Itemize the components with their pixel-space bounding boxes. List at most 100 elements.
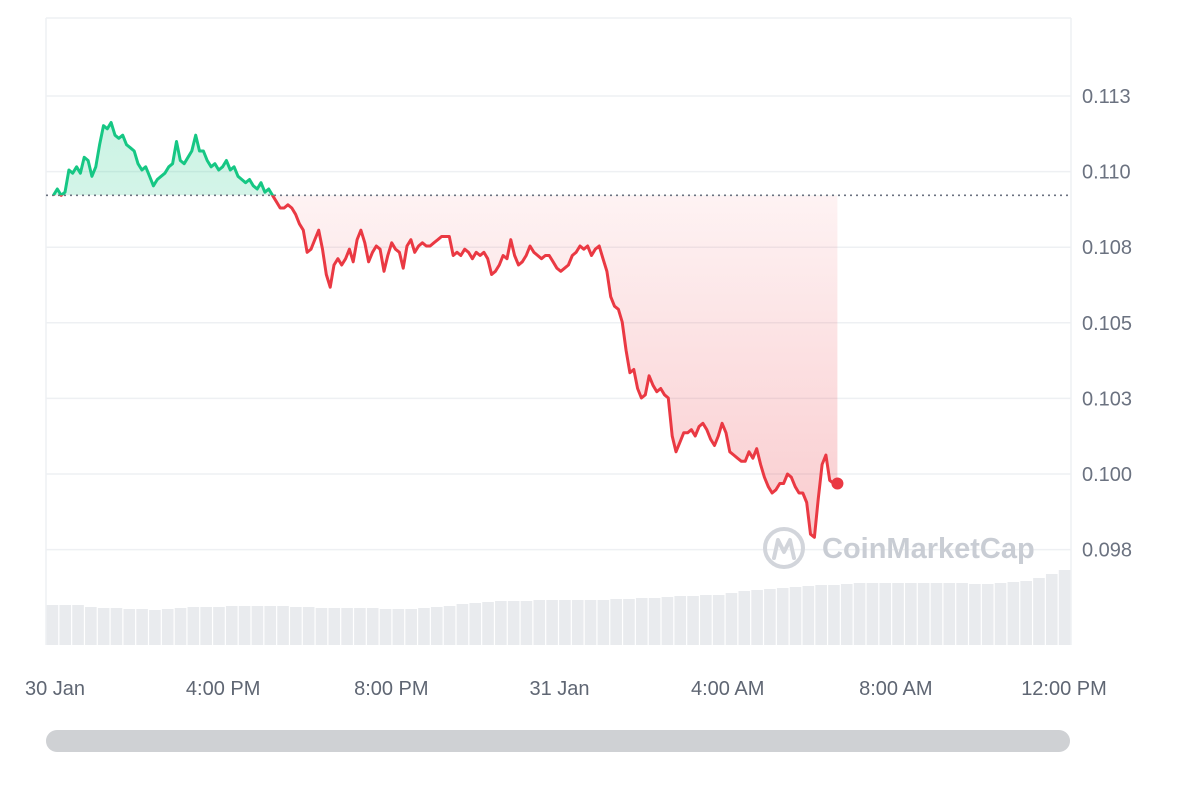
- volume-bar: [290, 607, 302, 645]
- volume-bar: [366, 608, 379, 645]
- volume-bar: [200, 607, 212, 645]
- x-tick-label: 31 Jan: [529, 678, 589, 700]
- watermark-text: CoinMarketCap: [822, 533, 1035, 565]
- last-price-marker: [831, 477, 844, 490]
- x-tick-label: 4:00 PM: [186, 678, 260, 700]
- volume-bar: [687, 596, 699, 645]
- volume-bar: [456, 604, 469, 645]
- price-chart: CoinMarketCap 0.113 0.110 0.108 0.105 0.103 0…: [25, 17, 1132, 700]
- x-tick-label: 8:00 PM: [354, 678, 428, 700]
- volume-bar: [635, 598, 648, 645]
- volume-bar: [584, 600, 597, 645]
- y-tick-label: 0.108: [1082, 237, 1132, 259]
- volume-bar: [981, 584, 994, 645]
- volume-bar: [917, 583, 930, 645]
- volume-bar: [559, 600, 571, 645]
- volume-bar: [469, 603, 482, 645]
- volume-bar: [597, 600, 610, 645]
- volume-bar: [994, 583, 1007, 645]
- y-axis: 0.113 0.110 0.108 0.105 0.103 0.100 0.098: [1082, 86, 1132, 562]
- volume-bar: [700, 595, 712, 645]
- volume-bar: [187, 607, 200, 645]
- y-tick-label: 0.113: [1082, 86, 1131, 108]
- volume-bar: [507, 601, 520, 645]
- volume-bar: [341, 608, 353, 645]
- volume-bar: [956, 583, 968, 645]
- volume-bar: [840, 584, 853, 645]
- volume-bar: [571, 600, 584, 645]
- y-tick-label: 0.098: [1082, 540, 1132, 562]
- volume-bar: [302, 607, 315, 645]
- volume-bar: [405, 609, 417, 645]
- volume-bar: [866, 583, 879, 645]
- x-tick-label: 12:00 PM: [1021, 678, 1107, 700]
- volume-bar: [815, 585, 827, 645]
- volume-bar: [533, 600, 546, 645]
- volume-bar: [828, 585, 840, 645]
- scrollbar-thumb[interactable]: [46, 730, 1070, 752]
- volume-bar: [1020, 581, 1032, 645]
- volume-bar: [97, 608, 110, 645]
- volume-bar: [110, 608, 123, 645]
- area-fill-up: [53, 122, 838, 196]
- volume-bar: [905, 583, 917, 645]
- volume-bar: [764, 589, 776, 645]
- volume-bar: [943, 583, 956, 645]
- y-tick-label: 0.103: [1082, 388, 1132, 410]
- volume-bar: [661, 597, 674, 645]
- volume-bar: [495, 601, 507, 645]
- volume-bar: [123, 609, 136, 645]
- volume-bar: [1007, 582, 1020, 645]
- volume-bar: [392, 609, 405, 645]
- coinmarketcap-watermark: CoinMarketCap: [763, 527, 1035, 569]
- volume-bar: [969, 584, 981, 645]
- volume-bar: [264, 606, 277, 645]
- volume-bar: [213, 607, 225, 645]
- volume-bar: [1045, 574, 1058, 645]
- volume-bar: [379, 609, 392, 645]
- volume-bar: [892, 583, 904, 645]
- volume-bar: [482, 602, 494, 645]
- volume-bar: [225, 606, 238, 645]
- volume-bar: [879, 583, 892, 645]
- volume-bar: [443, 606, 456, 645]
- time-range-scrollbar[interactable]: [46, 730, 1070, 752]
- volume-bars: [46, 570, 1071, 645]
- volume-bar: [751, 590, 763, 645]
- volume-bar: [238, 606, 251, 645]
- price-line-up: [52, 121, 275, 196]
- volume-bar: [520, 601, 533, 645]
- price-line-down: [53, 195, 838, 539]
- volume-bar: [546, 600, 558, 645]
- volume-bar: [1058, 570, 1071, 645]
- volume-bar: [712, 595, 725, 645]
- volume-bar: [789, 587, 802, 645]
- volume-bar: [853, 583, 866, 645]
- chart-canvas: CoinMarketCap 0.1130.1100.1080.1050.1030…: [25, 17, 1132, 700]
- coinmarketcap-logo-icon: [763, 527, 805, 569]
- volume-bar: [149, 610, 161, 645]
- volume-bar: [674, 596, 687, 645]
- volume-bar: [174, 608, 187, 645]
- y-tick-label: 0.105: [1082, 313, 1132, 335]
- volume-bar: [430, 607, 443, 645]
- price-area: [53, 122, 838, 538]
- volume-bar: [136, 609, 148, 645]
- volume-bar: [46, 605, 59, 645]
- volume-bar: [930, 583, 943, 645]
- volume-bar: [648, 598, 661, 645]
- volume-bar: [1033, 578, 1045, 645]
- volume-bar: [59, 605, 72, 645]
- volume-bar: [72, 605, 84, 645]
- volume-bar: [315, 608, 328, 645]
- volume-bar: [161, 609, 174, 645]
- x-tick-label: 8:00 AM: [859, 678, 932, 700]
- x-axis: 30 Jan 4:00 PM 8:00 PM 31 Jan 4:00 AM 8:00 AM…: [25, 678, 1107, 700]
- volume-bar: [85, 607, 97, 645]
- price-line: [52, 121, 844, 539]
- volume-bar: [354, 608, 366, 645]
- volume-bar: [610, 599, 622, 645]
- volume-bar: [328, 608, 341, 645]
- volume-bar: [277, 606, 289, 645]
- area-fill-down: [272, 195, 838, 538]
